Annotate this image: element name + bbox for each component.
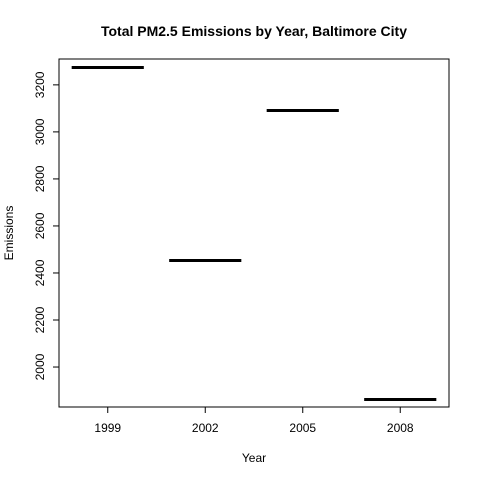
- y-tick-label: 2600: [33, 212, 47, 239]
- y-axis-label: Emissions: [2, 206, 16, 261]
- x-tick-label: 2002: [192, 421, 219, 435]
- y-tick-label: 3200: [33, 71, 47, 98]
- chart-title: Total PM2.5 Emissions by Year, Baltimore…: [101, 23, 407, 39]
- y-tick-label: 2000: [33, 353, 47, 380]
- plot-frame: [58, 58, 450, 408]
- data-marks: [71, 65, 437, 401]
- y-tick-label: 2400: [33, 259, 47, 286]
- x-tick-label: 2005: [289, 421, 316, 435]
- y-tick-label: 2800: [33, 165, 47, 192]
- x-tick-label: 1999: [94, 421, 121, 435]
- x-axis: 1999 2002 2005 2008: [94, 407, 414, 435]
- y-axis: 2000 2200 2400 2600 2800 3000 3200: [33, 71, 60, 380]
- x-axis-label: Year: [242, 451, 266, 465]
- y-tick-label: 3000: [33, 118, 47, 145]
- y-tick-label: 2200: [33, 306, 47, 333]
- x-tick-label: 2008: [387, 421, 414, 435]
